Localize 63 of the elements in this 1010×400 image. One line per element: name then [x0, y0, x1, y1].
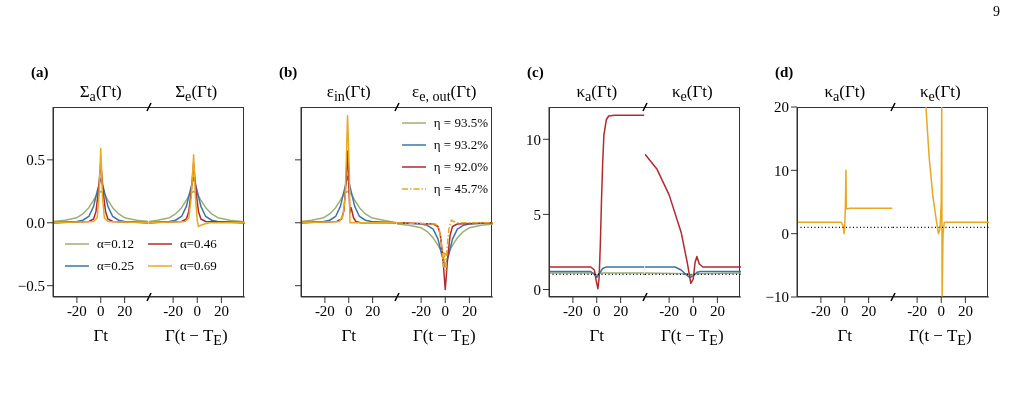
- x-tick-label: 0: [441, 302, 449, 319]
- x-tick-label: 20: [861, 302, 877, 319]
- x-tick-label: -20: [906, 302, 927, 319]
- chart-title: κ$_{a}$(Γt): [575, 82, 619, 106]
- x-tick-label: 0: [193, 302, 201, 319]
- legend-label: α=0.25: [97, 258, 134, 275]
- x-tick-label: 20: [213, 302, 229, 319]
- y-tick-label: 0.0: [26, 215, 45, 232]
- legend-label: α=0.12: [97, 236, 134, 253]
- chart-title: Σ$_{e}$(Γt): [174, 82, 219, 106]
- x-axis-title: Γt: [589, 326, 605, 345]
- x-tick-label: 20: [613, 302, 629, 319]
- x-axis-title: Γt: [837, 326, 853, 345]
- chart-title: ε$_{in}$(Γt): [325, 82, 372, 106]
- text: (a): [31, 64, 49, 81]
- x-tick-label: -20: [562, 302, 583, 319]
- legend-label: α=0.46: [179, 236, 217, 253]
- x-tick-label: 20: [117, 302, 133, 319]
- y-tick-label: 0: [781, 225, 789, 242]
- x-axis-title: Γ(t − T$_{E}$): [659, 326, 725, 350]
- x-tick-label: 20: [461, 302, 477, 319]
- text: (b): [279, 64, 298, 81]
- chart-title: Σ$_{a}$(Γt): [78, 82, 123, 106]
- y-tick-label: 20: [774, 99, 789, 116]
- chart-title: κ$_{e}$(Γt): [918, 82, 962, 106]
- y-tick-label: 5: [533, 206, 541, 223]
- y-tick-label: 0.5: [26, 152, 45, 169]
- legend-label: η = 93.2%: [433, 137, 488, 153]
- y-tick-label: −0.5: [17, 278, 45, 294]
- y-tick-label: 0: [533, 281, 541, 298]
- x-tick-label: -20: [314, 302, 335, 319]
- y-tick-label: −10: [765, 289, 789, 306]
- x-tick-label: 0: [345, 302, 353, 319]
- x-axis-title: Γt: [93, 326, 109, 345]
- x-tick-label: -20: [810, 302, 831, 319]
- y-tick-label: 10: [774, 162, 789, 179]
- x-tick-label: 0: [841, 302, 849, 319]
- x-tick-label: 0: [937, 302, 945, 319]
- x-tick-label: 20: [365, 302, 381, 319]
- chart-title: ε$_{e, out}$(Γt): [411, 82, 478, 106]
- x-tick-label: -20: [410, 302, 431, 319]
- text: 9: [993, 4, 1000, 20]
- x-tick-label: -20: [658, 302, 679, 319]
- x-tick-label: -20: [66, 302, 87, 319]
- x-tick-label: 20: [957, 302, 973, 319]
- legend-label: η = 93.5%: [433, 115, 488, 131]
- legend-label: η = 45.7%: [433, 181, 488, 197]
- x-tick-label: -20: [162, 302, 183, 319]
- x-tick-label: 0: [97, 302, 105, 319]
- x-tick-label: 0: [689, 302, 697, 319]
- x-tick-label: 0: [593, 302, 601, 319]
- legend-label: η = 92.0%: [433, 159, 488, 175]
- x-axis-title: Γ(t − T$_{E}$): [907, 326, 973, 350]
- y-tick-label: 10: [526, 131, 541, 148]
- text: (d): [775, 64, 794, 81]
- text: (c): [527, 64, 544, 81]
- x-axis-title: Γ(t − T$_{E}$): [411, 326, 477, 350]
- x-axis-title: Γ(t − T$_{E}$): [163, 326, 229, 350]
- chart-title: κ$_{e}$(Γt): [670, 82, 714, 106]
- chart-title: κ$_{a}$(Γt): [823, 82, 867, 106]
- x-tick-label: 20: [709, 302, 725, 319]
- legend-label: α=0.69: [179, 258, 217, 275]
- x-axis-title: Γt: [341, 326, 357, 345]
